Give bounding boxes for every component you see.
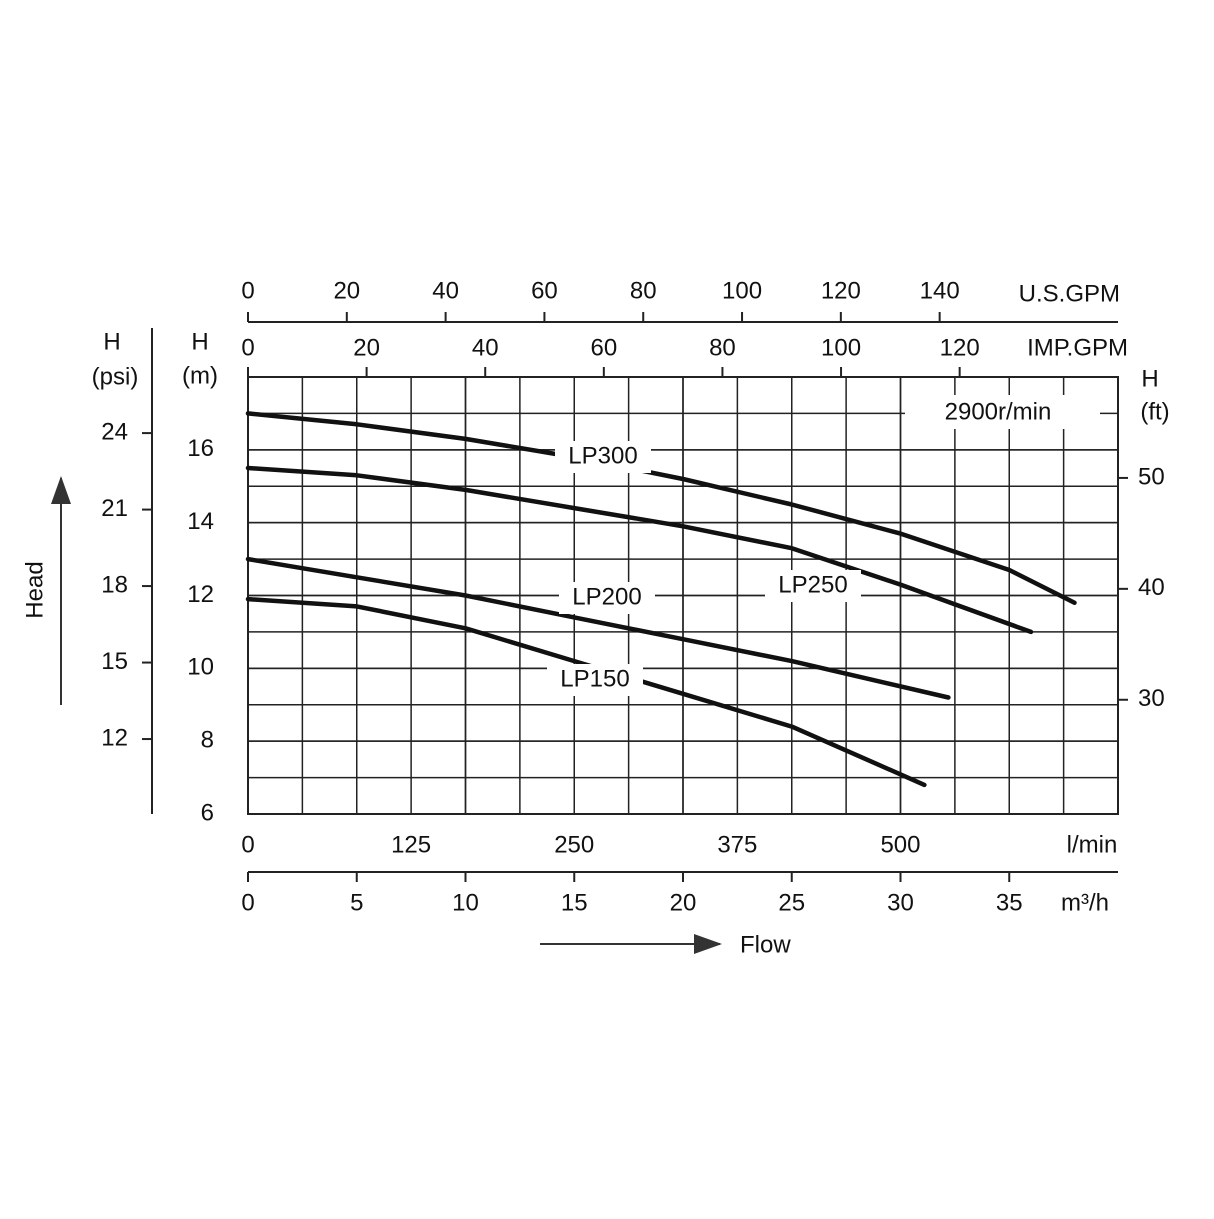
- annotation: 2900r/min: [945, 398, 1052, 425]
- y2-tick-label: 40: [1138, 574, 1165, 601]
- impgpm-tick-label: 60: [590, 334, 617, 361]
- lmin-tick-label: 125: [391, 831, 431, 858]
- x-tick-label: 30: [887, 889, 914, 916]
- y-tick-label: 6: [201, 799, 214, 826]
- psi-tick-label: 21: [101, 495, 128, 522]
- y-tick-label: 16: [187, 435, 214, 462]
- usgpm-unit: U.S.GPM: [1019, 280, 1120, 307]
- lmin-unit: l/min: [1067, 831, 1118, 858]
- x-tick-label: 10: [452, 889, 479, 916]
- pump-curve: [245, 465, 1034, 635]
- pump-curve: [245, 411, 1077, 606]
- y2-tick-label: 30: [1138, 685, 1165, 712]
- usgpm-tick-label: 0: [241, 277, 254, 304]
- curve-label: LP150: [560, 665, 629, 692]
- curve-label: LP300: [568, 442, 637, 469]
- x-tick-label: 0: [241, 889, 254, 916]
- impgpm-tick-label: 20: [353, 334, 380, 361]
- y-unit: (m): [182, 362, 218, 389]
- usgpm-tick-label: 100: [722, 277, 762, 304]
- psi-tick-label: 24: [101, 418, 128, 445]
- curve-label: LP200: [572, 583, 641, 610]
- y-title: Head: [21, 561, 48, 618]
- impgpm-tick-label: 80: [709, 334, 736, 361]
- lmin-tick-label: 375: [717, 831, 757, 858]
- y2-unit: (ft): [1140, 398, 1169, 425]
- curve-label-bg: [555, 441, 651, 473]
- usgpm-tick-label: 80: [630, 277, 657, 304]
- impgpm-tick-label: 40: [472, 334, 499, 361]
- psi-tick-label: 12: [101, 724, 128, 751]
- impgpm-tick-label: 120: [940, 334, 980, 361]
- y-label: H: [191, 328, 208, 355]
- curve-label-bg: [547, 664, 643, 696]
- annotation-bg: [905, 395, 1100, 429]
- x-tick-label: 35: [996, 889, 1023, 916]
- pump-curve: [245, 556, 951, 700]
- curve-label-bg: [765, 570, 861, 602]
- psi-label: H: [103, 328, 120, 355]
- y-tick-label: 8: [201, 727, 214, 754]
- psi-tick-label: 18: [101, 571, 128, 598]
- psi-tick-label: 15: [101, 648, 128, 675]
- x-tick-label: 15: [561, 889, 588, 916]
- y-tick-label: 14: [187, 508, 214, 535]
- x-title: Flow: [740, 931, 791, 958]
- x-tick-label: 20: [670, 889, 697, 916]
- curve-label-bg: [559, 582, 655, 614]
- y-tick-label: 10: [187, 654, 214, 681]
- usgpm-tick-label: 120: [821, 277, 861, 304]
- x-tick-label: 5: [350, 889, 363, 916]
- usgpm-tick-label: 20: [333, 277, 360, 304]
- impgpm-tick-label: 0: [241, 334, 254, 361]
- y2-tick-label: 50: [1138, 463, 1165, 490]
- y2-label: H: [1141, 365, 1158, 392]
- usgpm-tick-label: 140: [920, 277, 960, 304]
- impgpm-unit: IMP.GPM: [1027, 334, 1128, 361]
- pump-curve: [245, 596, 927, 788]
- y-tick-label: 12: [187, 581, 214, 608]
- psi-unit: (psi): [92, 363, 139, 390]
- curve-label: LP250: [778, 571, 847, 598]
- lmin-tick-label: 0: [241, 831, 254, 858]
- plot-frame: [247, 376, 1119, 815]
- usgpm-tick-label: 60: [531, 277, 558, 304]
- x-tick-label: 25: [778, 889, 805, 916]
- usgpm-tick-label: 40: [432, 277, 459, 304]
- impgpm-tick-label: 100: [821, 334, 861, 361]
- lmin-tick-label: 250: [554, 831, 594, 858]
- x-unit: m³/h: [1061, 889, 1109, 916]
- lmin-tick-label: 500: [880, 831, 920, 858]
